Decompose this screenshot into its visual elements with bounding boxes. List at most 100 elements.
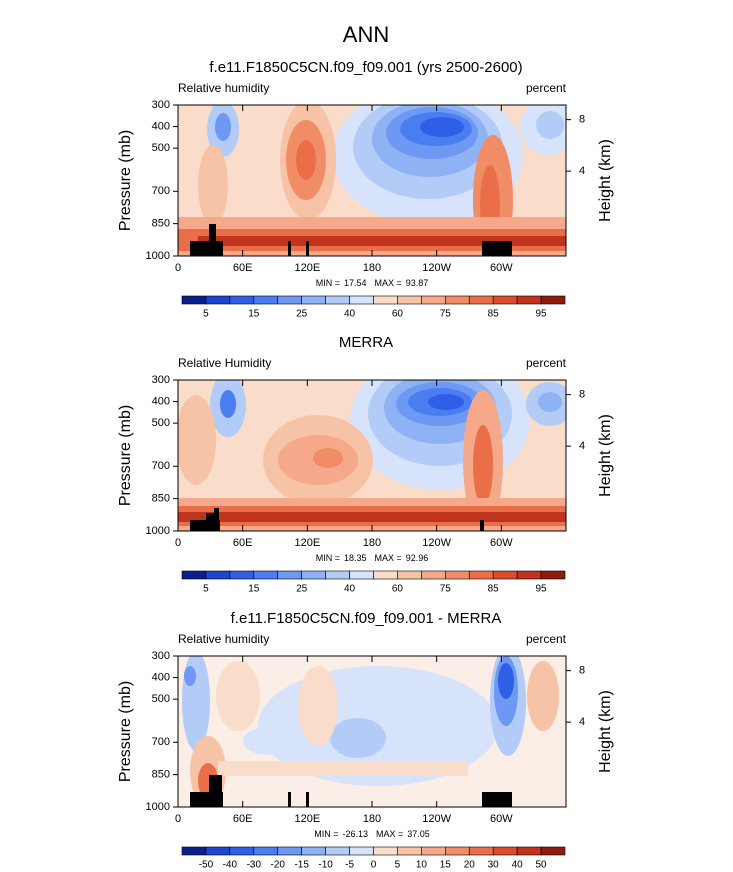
colorbar-box	[229, 846, 255, 856]
y-tick-label: 500	[152, 693, 170, 705]
colorbar-box	[397, 846, 422, 856]
contour-field	[178, 105, 566, 256]
x-tick-label: 60E	[233, 537, 253, 549]
colorbar-box	[492, 295, 518, 305]
colorbar-label: 85	[488, 309, 500, 320]
colorbar-box	[301, 295, 326, 305]
y2-tick-label: 4	[579, 440, 585, 452]
colorbar-label: 25	[296, 584, 308, 595]
stat-min-label: MIN =	[314, 829, 338, 839]
colorbar-box	[445, 570, 470, 580]
colorbar-box	[349, 846, 374, 856]
colorbar-box	[253, 295, 279, 305]
topography	[209, 775, 222, 807]
x-tick-label: 0	[175, 537, 181, 549]
stat-max: 37.05	[407, 829, 430, 839]
min-max: MIN = 17.54 MAX = 93.87	[316, 278, 429, 288]
y-tick-label: 300	[152, 650, 170, 662]
field	[178, 380, 566, 531]
colorbar-label: -30	[247, 860, 262, 871]
colorbar-box	[325, 295, 350, 305]
topography	[178, 512, 566, 522]
colorbar-box	[445, 295, 470, 305]
y-axis-title: Pressure (mb)	[117, 130, 134, 231]
topography	[288, 792, 291, 807]
colorbar-label: -15	[294, 860, 309, 871]
stat-max-label: MAX =	[376, 829, 403, 839]
colorbar-box	[492, 570, 518, 580]
topography	[306, 792, 309, 807]
colorbar-label: 5	[203, 584, 209, 595]
right-label: percent	[526, 81, 567, 95]
contour-region	[216, 661, 260, 731]
y-tick-label: 500	[152, 142, 170, 154]
colorbar-box	[205, 570, 231, 580]
right-label: percent	[526, 356, 567, 370]
y2-tick-label: 4	[579, 716, 585, 728]
colorbar-label: 95	[536, 584, 548, 595]
left-label: Relative humidity	[178, 81, 269, 95]
topography	[288, 241, 291, 256]
contour-region	[296, 140, 316, 180]
x-tick-label: 0	[175, 262, 181, 274]
y2-axis-title: Height (km)	[597, 690, 614, 773]
colorbar-box	[349, 295, 374, 305]
y-tick-label: 300	[152, 374, 170, 386]
topography	[198, 236, 566, 246]
y-tick-label: 700	[152, 736, 170, 748]
figure-title: ANN	[343, 22, 389, 47]
colorbar-label: -5	[345, 860, 354, 871]
panel-title: MERRA	[339, 334, 393, 351]
y2-tick-label: 8	[579, 665, 585, 677]
x-tick-label: 120W	[422, 813, 451, 825]
colorbar-box	[277, 570, 302, 580]
y-tick-label: 1000	[146, 801, 170, 813]
colorbar-label: 85	[488, 584, 500, 595]
contour-region	[184, 666, 196, 686]
stat-min: 17.54	[344, 278, 367, 288]
stat-max-label: MAX =	[375, 553, 402, 563]
colorbar-box	[468, 570, 494, 580]
topography	[482, 241, 512, 256]
field	[178, 105, 566, 256]
contour-field	[178, 380, 566, 531]
x-tick-label: 180	[363, 537, 381, 549]
colorbar-box	[229, 570, 255, 580]
colorbar-box	[468, 295, 494, 305]
colorbar-box	[373, 570, 398, 580]
contour-region	[313, 448, 343, 468]
stat-max: 93.87	[406, 278, 429, 288]
stat-max-label: MAX =	[375, 278, 402, 288]
colorbar-label: 25	[296, 309, 308, 320]
field	[178, 656, 566, 807]
colorbar-box	[516, 570, 542, 580]
colorbar-box	[205, 295, 231, 305]
topography	[190, 520, 220, 531]
y2-axis-title: Height (km)	[597, 139, 614, 222]
colorbar-box	[325, 846, 350, 856]
y-axis-title: Pressure (mb)	[117, 405, 134, 506]
colorbar-box	[421, 295, 446, 305]
colorbar-label: -10	[318, 860, 333, 871]
contour-region	[527, 661, 559, 731]
x-tick-label: 180	[363, 262, 381, 274]
colorbar-label: 10	[416, 860, 428, 871]
y2-axis-title: Height (km)	[597, 414, 614, 497]
colorbar-box	[181, 846, 207, 856]
y-tick-label: 850	[152, 493, 170, 505]
colorbar-box	[325, 570, 350, 580]
panel-title: f.e11.F1850C5CN.f09_f09.001 (yrs 2500-26…	[209, 59, 522, 76]
topography	[218, 761, 468, 776]
colorbar-box	[181, 570, 207, 580]
topography	[214, 508, 219, 531]
contour-region	[243, 727, 293, 755]
colorbar-box	[373, 846, 398, 856]
colorbar-box	[397, 570, 422, 580]
y-tick-label: 850	[152, 769, 170, 781]
x-tick-label: 0	[175, 813, 181, 825]
y-tick-label: 400	[152, 671, 170, 683]
colorbar-box	[229, 295, 255, 305]
colorbar-label: 75	[440, 584, 452, 595]
contour-region	[536, 111, 564, 139]
colorbar-box	[277, 295, 302, 305]
